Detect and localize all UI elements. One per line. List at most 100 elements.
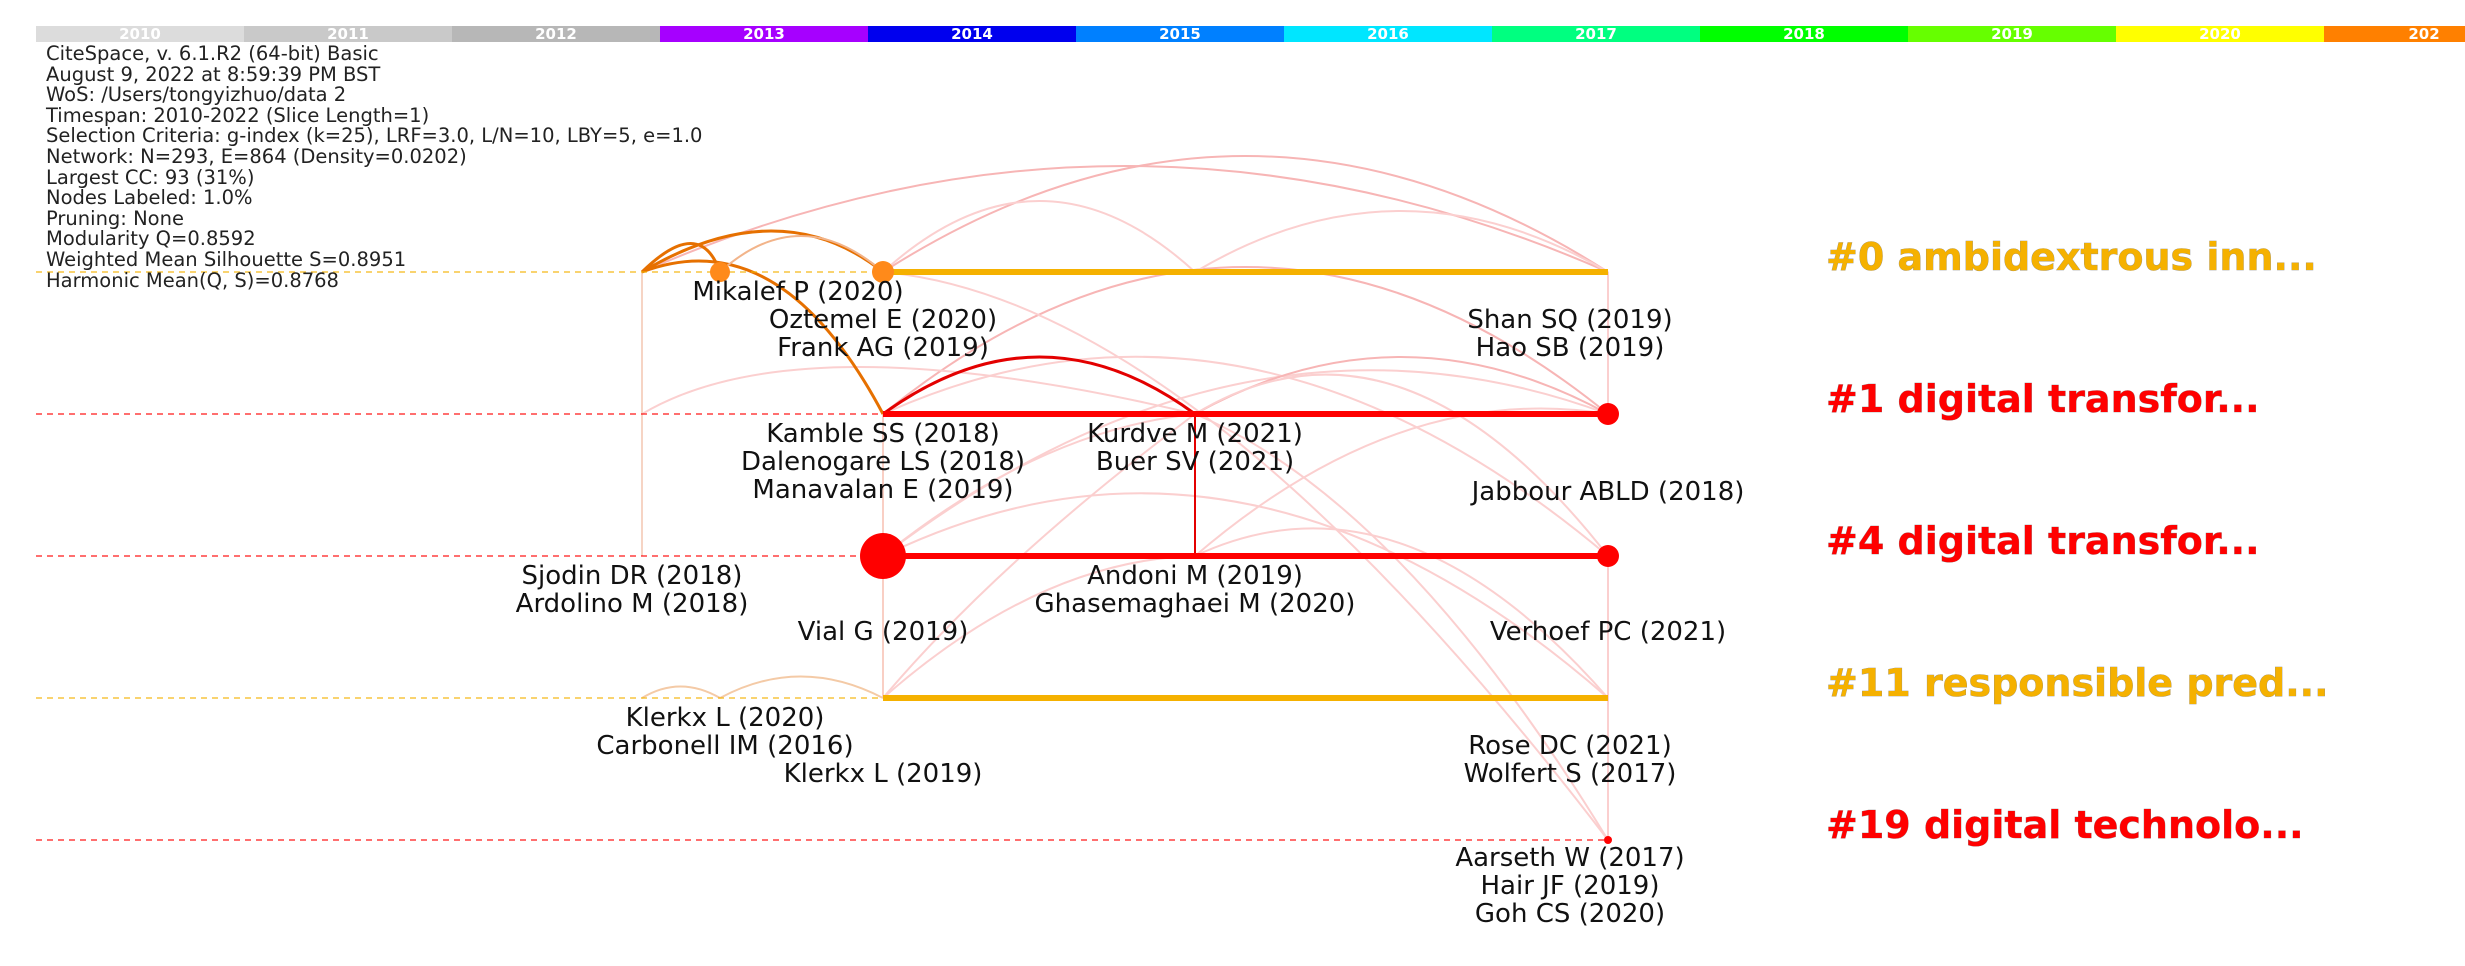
citation-arc (719, 235, 884, 273)
reference-node (1604, 836, 1612, 844)
reference-label: Dalenogare LS (2018) (741, 447, 1025, 477)
citation-arc-strong (641, 259, 885, 415)
year-label: 2017 (1575, 25, 1617, 43)
reference-label: Jabbour ABLD (2018) (1470, 477, 1745, 507)
reference-label: Frank AG (2019) (777, 333, 989, 363)
citation-arc (882, 413, 1196, 557)
info-line: Weighted Mean Silhouette S=0.8951 (46, 247, 407, 271)
info-line: August 9, 2022 at 8:59:39 PM BST (46, 62, 381, 86)
citation-arc (882, 355, 1609, 557)
info-line: Harmonic Mean(Q, S)=0.8768 (46, 268, 339, 292)
reference-label: Kurdve M (2021) (1087, 419, 1303, 449)
year-segment (244, 26, 453, 42)
info-line: CiteSpace, v. 6.1.R2 (64-bit) Basic (46, 42, 379, 65)
cluster-label: #4 digital transfor... (1826, 519, 2260, 563)
citation-arc (1194, 373, 1609, 557)
year-segment (1076, 26, 1285, 42)
year-segment (1284, 26, 1493, 42)
reference-label: Goh CS (2020) (1475, 899, 1665, 929)
reference-label: Aarseth W (2017) (1455, 843, 1684, 873)
cluster-label: #0 ambidextrous inn... (1826, 235, 2317, 279)
citation-arc (719, 675, 884, 699)
citation-arc (882, 555, 1196, 699)
reference-node (710, 262, 730, 282)
reference-label: Klerkx L (2019) (784, 759, 983, 789)
reference-label: Hao SB (2019) (1476, 333, 1665, 363)
year-segment (660, 26, 869, 42)
reference-label: Mikalef P (2020) (692, 277, 903, 307)
citation-arc-strong (641, 229, 884, 274)
reference-label: Verhoef PC (2021) (1490, 617, 1726, 647)
reference-node (872, 261, 894, 283)
year-label: 2016 (1367, 25, 1409, 43)
year-segment (1492, 26, 1701, 42)
citation-arc (641, 165, 1609, 273)
citespace-info-panel: CiteSpace, v. 6.1.R2 (64-bit) Basic Augu… (46, 42, 703, 292)
reference-nodes (710, 261, 1619, 844)
year-color-bar: 2010 2011 2012 2013 2014 2015 2016 2017 2018 2019… (36, 25, 2465, 43)
citation-arc (882, 155, 1609, 273)
citation-arc (882, 492, 1609, 699)
info-line: WoS: /Users/tongyizhuo/data 2 (46, 83, 347, 107)
info-line: Network: N=293, E=864 (Density=0.0202) (46, 144, 467, 168)
reference-node (1597, 545, 1619, 567)
reference-node-large (860, 533, 906, 579)
year-segment (1908, 26, 2117, 42)
reference-label: Andoni M (2019) (1087, 561, 1303, 591)
reference-label: Klerkx L (2020) (626, 703, 825, 733)
citation-arc (1194, 413, 1609, 841)
citation-arc (1194, 210, 1609, 273)
year-label: 2012 (535, 25, 577, 43)
cluster-label: #11 responsible pred... (1826, 661, 2329, 705)
info-line: Selection Criteria: g-index (k=25), LRF=… (46, 124, 703, 148)
info-line: Modularity Q=0.8592 (46, 227, 256, 251)
info-line: Timespan: 2010-2022 (Slice Length=1) (46, 103, 430, 127)
citation-arc (882, 271, 1609, 841)
year-segment (1700, 26, 1909, 42)
reference-label: Sjodin DR (2018) (522, 561, 743, 591)
reference-label: Wolfert S (2017) (1464, 759, 1677, 789)
citation-arc-strong (882, 355, 1196, 416)
reference-label: Kamble SS (2018) (766, 419, 1000, 449)
reference-label: Shan SQ (2019) (1467, 305, 1672, 335)
reference-label: Vial G (2019) (798, 617, 969, 647)
citation-arc (882, 266, 1609, 415)
citation-arc (1194, 527, 1609, 699)
cluster-label: #1 digital transfor... (1826, 377, 2260, 421)
citation-arc (1194, 407, 1609, 557)
year-label: 2011 (327, 25, 369, 43)
year-segment (2324, 26, 2465, 42)
cluster-labels: #0 ambidextrous inn... #1 digital transfo… (1826, 235, 2329, 848)
reference-node (1597, 403, 1619, 425)
reference-label: Rose DC (2021) (1468, 731, 1672, 761)
year-label: 2014 (951, 25, 993, 43)
year-label: 2010 (119, 25, 161, 43)
citation-arc (882, 200, 1196, 273)
reference-label: Ghasemaghaei M (2020) (1035, 589, 1356, 619)
year-label: 2020 (2199, 25, 2241, 43)
year-label: 202 (2408, 25, 2439, 43)
citation-arc (641, 366, 1196, 415)
cluster-lines (36, 269, 1608, 841)
reference-label: Hair JF (2019) (1480, 871, 1659, 901)
year-segment (868, 26, 1077, 42)
cluster-label: #19 digital technolo... (1826, 803, 2304, 847)
citation-arcs (640, 155, 1609, 841)
year-segment (2116, 26, 2325, 42)
reference-label: Carbonell IM (2016) (596, 731, 853, 761)
reference-label: Ardolino M (2018) (516, 589, 749, 619)
year-label: 2019 (1991, 25, 2033, 43)
reference-label: Buer SV (2021) (1096, 447, 1294, 477)
year-label: 2013 (743, 25, 785, 43)
citation-arc (641, 685, 721, 699)
info-line: Nodes Labeled: 1.0% (46, 186, 253, 210)
info-line: Largest CC: 93 (31%) (46, 165, 255, 189)
reference-label: Manavalan E (2019) (752, 475, 1013, 505)
reference-labels: Mikalef P (2020)Oztemel E (2020)Frank AG… (516, 277, 1745, 929)
info-line: Pruning: None (46, 206, 184, 230)
year-segment (452, 26, 661, 42)
year-label: 2015 (1159, 25, 1201, 43)
reference-label: Oztemel E (2020) (769, 305, 997, 335)
year-label: 2018 (1783, 25, 1825, 43)
